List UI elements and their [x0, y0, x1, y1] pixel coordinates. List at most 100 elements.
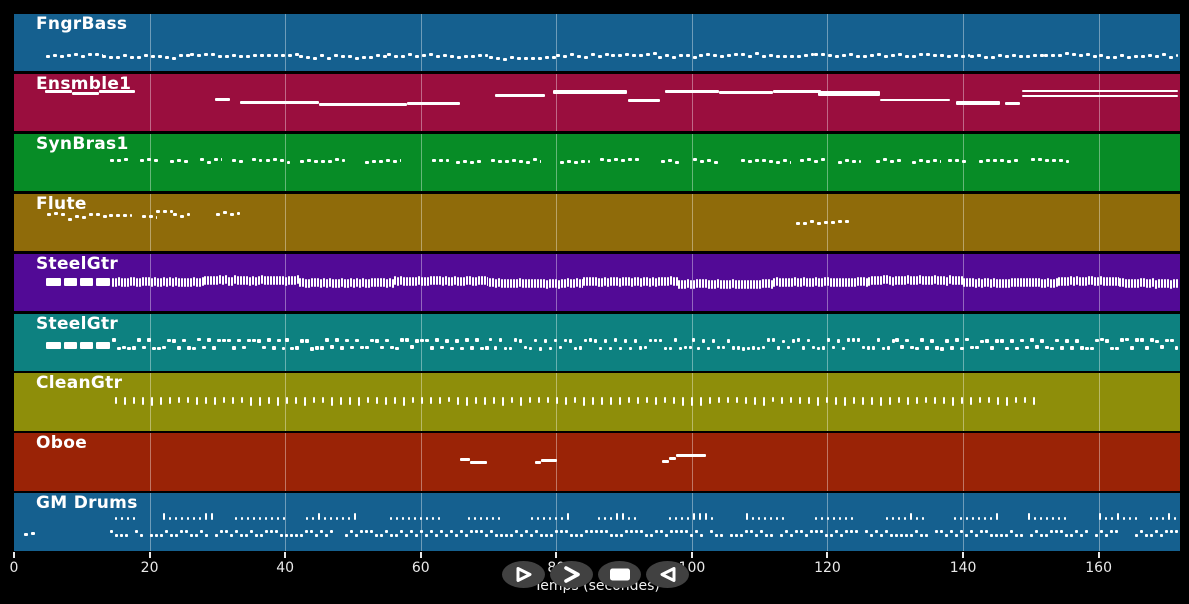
note [910, 345, 914, 350]
note [664, 276, 667, 286]
note [1112, 55, 1117, 59]
x-tick-label: 140 [949, 560, 977, 576]
note [573, 346, 577, 351]
note [655, 529, 659, 534]
note [232, 53, 237, 57]
note [583, 338, 587, 343]
note [204, 52, 209, 56]
note [988, 397, 990, 404]
note [672, 56, 676, 59]
note [121, 277, 124, 287]
note [333, 54, 338, 58]
note [955, 101, 1001, 106]
note [115, 517, 117, 521]
note [940, 347, 944, 351]
note [169, 277, 172, 287]
note [931, 275, 934, 285]
note [816, 221, 821, 225]
note [1023, 277, 1026, 287]
note [619, 277, 622, 287]
fast-forward-button[interactable] [550, 561, 593, 588]
note [484, 397, 486, 405]
note [678, 279, 681, 289]
note [394, 397, 396, 404]
x-tick [826, 552, 829, 558]
play-button[interactable] [502, 561, 545, 588]
note [305, 56, 310, 59]
note [108, 213, 113, 217]
rewind-button[interactable] [646, 561, 689, 588]
note [1015, 346, 1019, 351]
note [605, 53, 610, 56]
note [1165, 529, 1169, 534]
note [175, 277, 178, 287]
note [540, 533, 544, 538]
gridline [963, 493, 965, 551]
note [960, 529, 964, 534]
note [782, 158, 787, 162]
note [396, 517, 399, 521]
note [628, 397, 630, 403]
note [830, 533, 834, 538]
note [905, 533, 909, 538]
note [876, 338, 881, 342]
note [293, 276, 296, 286]
note [319, 103, 408, 107]
note [817, 397, 819, 407]
note [915, 346, 919, 351]
note [460, 529, 464, 534]
gridline [691, 493, 693, 551]
note [154, 159, 159, 163]
note [295, 346, 299, 350]
note [954, 158, 959, 162]
note [700, 533, 704, 538]
note [385, 397, 387, 406]
note [638, 346, 642, 350]
note [235, 517, 237, 521]
note [68, 217, 73, 221]
note [604, 517, 607, 521]
track-label: GM Drums [36, 493, 138, 514]
note [230, 533, 234, 538]
note [172, 278, 175, 288]
note [456, 55, 461, 59]
note [845, 529, 849, 534]
note [726, 54, 731, 58]
note [821, 277, 824, 287]
note [430, 397, 432, 405]
note [965, 517, 968, 521]
gridline [420, 14, 422, 72]
note [953, 53, 958, 57]
note [995, 339, 999, 343]
note [583, 276, 586, 286]
note [195, 533, 199, 538]
note [1025, 55, 1030, 59]
note [933, 159, 938, 163]
note [152, 346, 156, 351]
note [990, 55, 995, 59]
note [674, 160, 679, 164]
note [282, 346, 286, 351]
note [145, 277, 148, 287]
note [73, 52, 78, 56]
note [854, 277, 857, 287]
note [112, 338, 116, 342]
note [811, 345, 816, 350]
note [947, 158, 952, 162]
note [491, 517, 494, 521]
note [897, 53, 902, 57]
note [233, 275, 236, 285]
note [245, 533, 249, 538]
note [483, 276, 486, 286]
note [283, 517, 285, 521]
note [370, 529, 374, 534]
note [586, 277, 589, 287]
note [277, 517, 279, 521]
stop-button[interactable] [598, 561, 641, 588]
note [560, 160, 565, 164]
note [169, 160, 174, 164]
note [1175, 54, 1178, 58]
note [855, 55, 860, 59]
note [509, 56, 514, 60]
gridline [1098, 14, 1100, 72]
